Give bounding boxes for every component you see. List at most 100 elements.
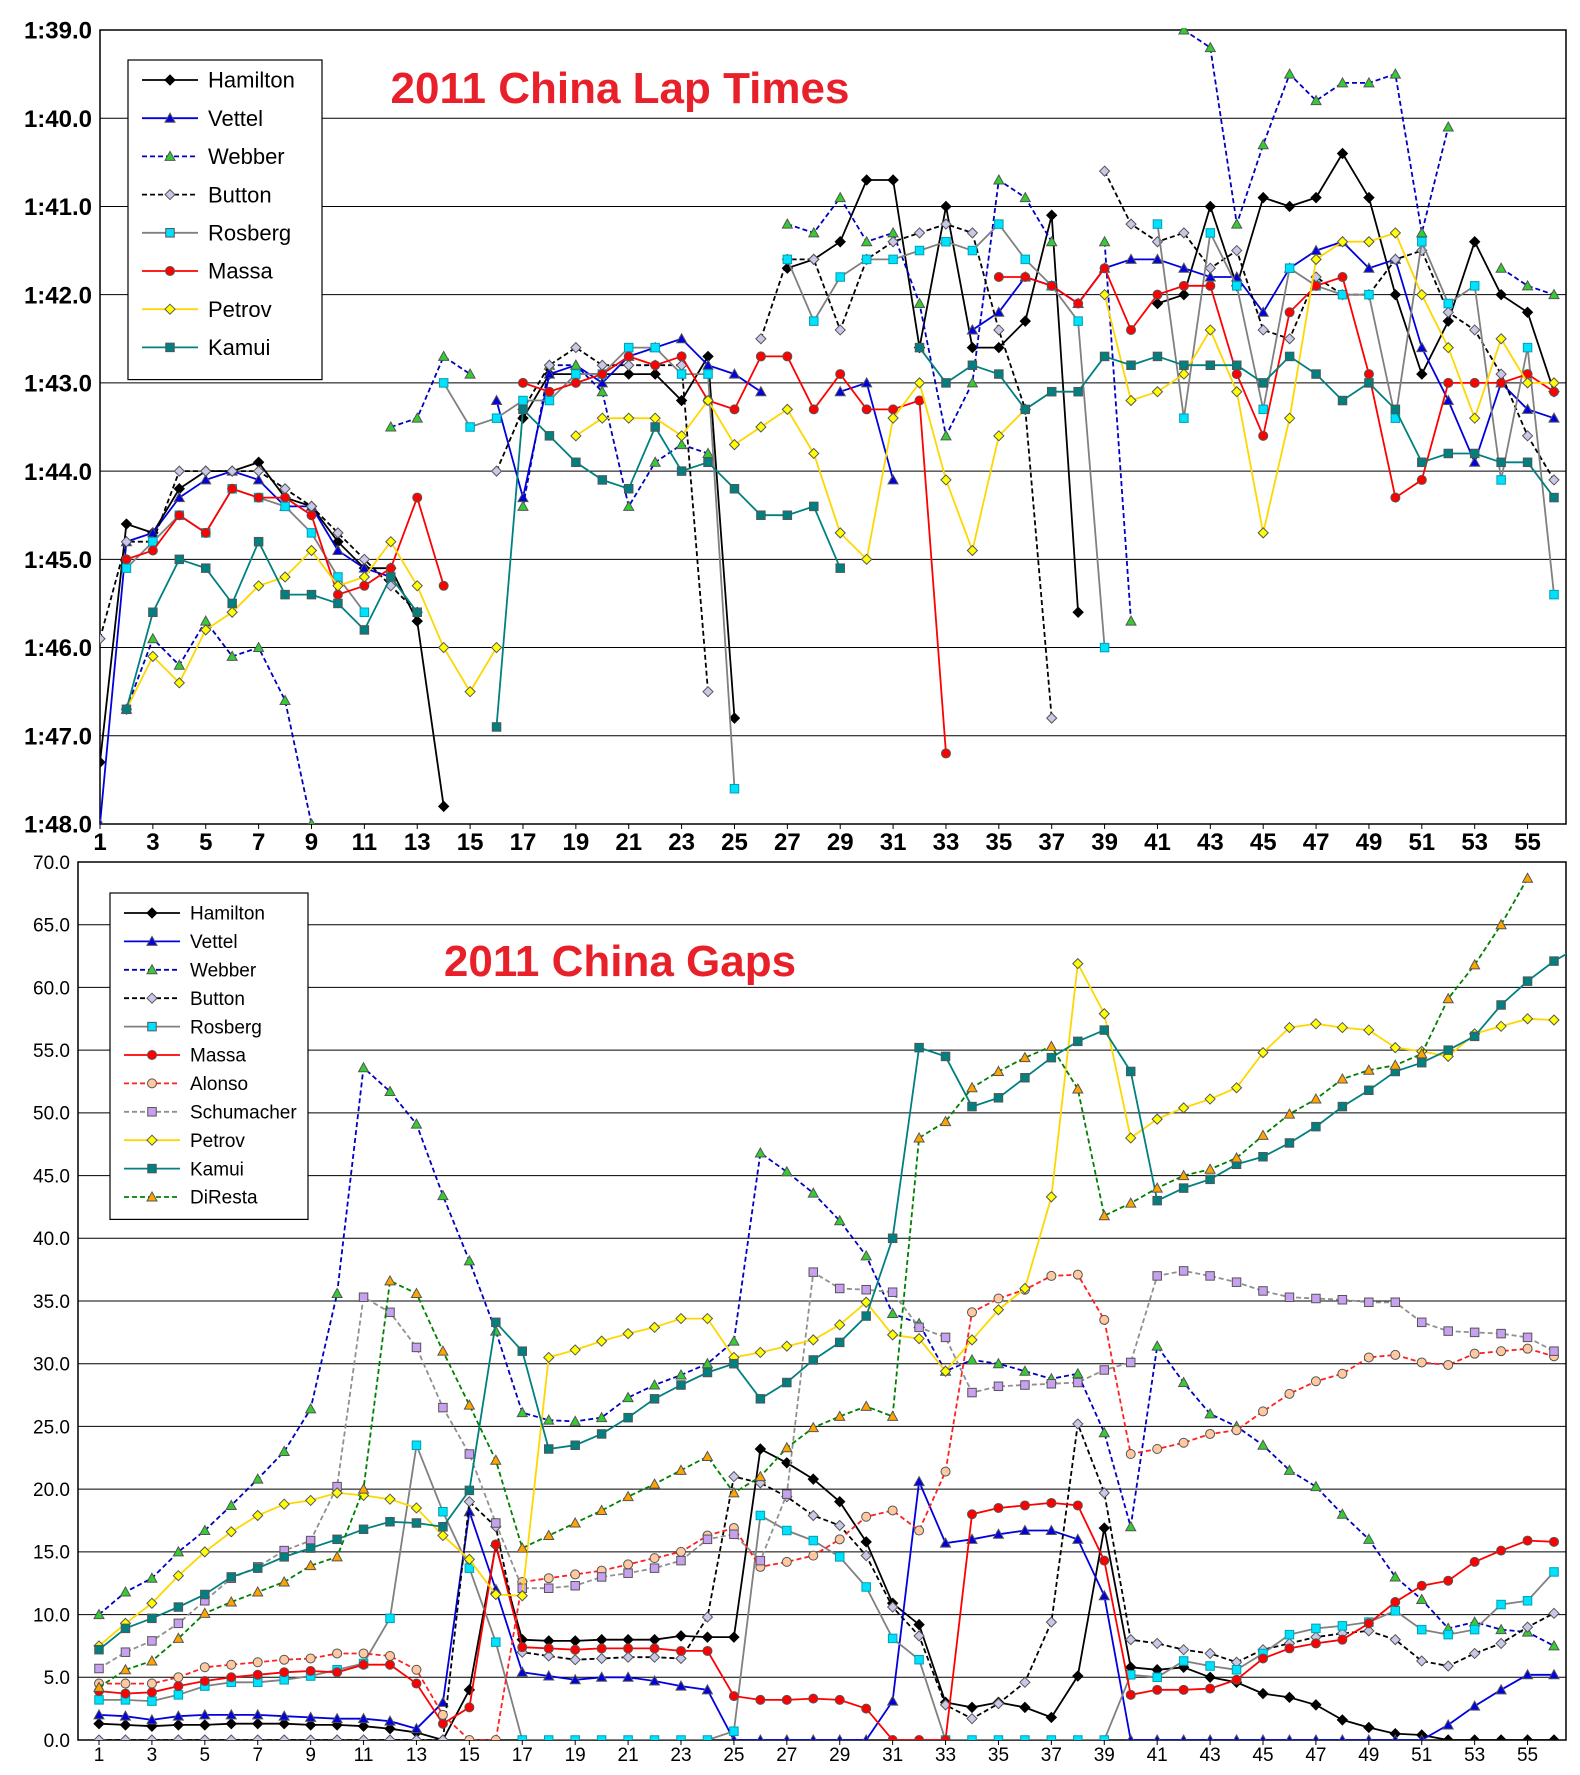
data-point-massa xyxy=(174,510,185,521)
x-tick-label: 43 xyxy=(1197,829,1224,856)
data-point-petrov xyxy=(1283,412,1296,424)
data-point-hamilton xyxy=(966,341,979,354)
data-point-schumacher xyxy=(1337,1294,1348,1305)
data-point-massa xyxy=(1443,1575,1454,1586)
data-point-rosberg xyxy=(1549,1567,1559,1577)
data-point-vettel xyxy=(437,1696,449,1707)
x-tick-label: 25 xyxy=(721,829,748,856)
data-point-button xyxy=(570,341,582,354)
data-point-massa xyxy=(1126,324,1137,335)
data-point-button xyxy=(595,1652,608,1665)
data-point-button xyxy=(755,333,767,345)
data-point-petrov xyxy=(913,1332,925,1345)
data-point-massa xyxy=(1046,1497,1057,1508)
data-point-rosberg xyxy=(1496,1599,1506,1610)
data-point-rosberg xyxy=(993,1735,1004,1740)
legend-label-button: Button xyxy=(208,182,272,207)
data-point-schumacher xyxy=(1073,1377,1083,1388)
x-tick-label: 29 xyxy=(827,829,854,856)
data-point-alonso xyxy=(1205,1428,1216,1439)
data-point-massa xyxy=(1337,272,1348,283)
y-tick-label: 1:47.0 xyxy=(24,723,92,750)
x-tick-label: 45 xyxy=(1252,1745,1273,1766)
data-point-webber xyxy=(622,500,635,511)
data-point-rosberg xyxy=(1469,281,1480,291)
data-point-petrov xyxy=(834,1319,846,1331)
data-point-rosberg xyxy=(1258,404,1268,415)
data-point-rosberg xyxy=(1364,289,1374,300)
data-point-webber xyxy=(384,1085,396,1097)
data-point-hamilton xyxy=(701,1631,714,1643)
legend-marker-kamui xyxy=(165,342,175,353)
data-point-webber xyxy=(675,438,688,450)
data-point-petrov xyxy=(1310,1018,1322,1030)
legend-label-webber: Webber xyxy=(190,960,257,981)
data-point-petrov xyxy=(252,580,265,592)
data-point-vettel xyxy=(384,1715,396,1726)
data-point-webber xyxy=(464,368,476,379)
x-tick-label: 13 xyxy=(406,1745,427,1766)
data-point-massa xyxy=(861,1703,872,1714)
x-tick-label: 53 xyxy=(1461,829,1488,856)
data-point-kamui xyxy=(491,722,502,732)
data-point-alonso xyxy=(385,1650,395,1661)
data-point-webber xyxy=(1495,1623,1507,1635)
data-point-rosberg xyxy=(1416,1624,1427,1635)
data-point-massa xyxy=(808,404,819,415)
data-point-schumacher xyxy=(702,1534,713,1545)
data-point-button xyxy=(437,1734,449,1740)
x-tick-label: 47 xyxy=(1305,1745,1326,1766)
data-point-button xyxy=(252,1734,264,1740)
data-point-kamui xyxy=(993,1093,1004,1103)
x-tick-label: 3 xyxy=(147,1745,158,1766)
data-point-schumacher xyxy=(147,1636,157,1646)
data-point-button xyxy=(1389,1633,1401,1646)
data-point-massa xyxy=(199,1676,210,1687)
data-point-vettel xyxy=(1521,403,1534,414)
data-point-button xyxy=(1231,244,1243,257)
data-point-webber xyxy=(1362,1533,1375,1544)
data-point-schumacher xyxy=(861,1284,871,1295)
data-point-webber xyxy=(1283,68,1296,79)
data-point-vettel xyxy=(1019,1524,1031,1536)
data-point-kamui xyxy=(148,607,158,618)
data-point-diresta xyxy=(1362,1064,1375,1075)
data-point-kamui xyxy=(861,1311,871,1321)
x-tick-label: 5 xyxy=(200,1745,211,1766)
data-point-button xyxy=(648,1651,661,1663)
data-point-webber xyxy=(781,218,794,229)
data-point-rosberg xyxy=(1178,1656,1189,1666)
data-point-petrov xyxy=(332,580,344,592)
series-line-schumacher xyxy=(98,1269,1555,1670)
data-point-petrov xyxy=(1177,1102,1190,1114)
data-point-petrov xyxy=(464,685,476,698)
data-point-diresta xyxy=(1283,1108,1296,1119)
data-point-diresta xyxy=(992,1065,1005,1076)
data-point-vettel xyxy=(757,1733,764,1740)
data-point-button xyxy=(569,1654,581,1666)
data-point-massa xyxy=(252,1669,263,1680)
data-point-schumacher xyxy=(570,1580,580,1591)
data-point-massa xyxy=(1258,1653,1268,1664)
data-point-kamui xyxy=(1311,1121,1321,1132)
data-point-hamilton xyxy=(993,341,1005,354)
data-point-hamilton xyxy=(1178,288,1190,301)
legend-marker-alonso xyxy=(147,1078,157,1089)
data-point-button xyxy=(702,685,714,698)
data-point-massa xyxy=(623,1643,634,1654)
data-point-schumacher xyxy=(834,1283,845,1294)
data-point-kamui xyxy=(491,1317,501,1328)
data-point-petrov xyxy=(1283,1021,1296,1034)
data-point-vettel xyxy=(1418,1733,1426,1740)
data-point-hamilton xyxy=(93,1717,105,1730)
data-point-diresta xyxy=(516,1542,529,1553)
data-point-rosberg xyxy=(1231,1665,1242,1675)
data-point-diresta xyxy=(1257,1129,1269,1140)
data-point-hamilton xyxy=(807,1473,819,1485)
data-point-hamilton xyxy=(1257,191,1269,204)
data-point-petrov xyxy=(781,403,794,416)
data-point-kamui xyxy=(1284,1138,1295,1148)
data-point-hamilton xyxy=(1151,297,1164,310)
data-point-webber xyxy=(1310,1480,1322,1492)
data-point-kamui xyxy=(1179,360,1189,370)
